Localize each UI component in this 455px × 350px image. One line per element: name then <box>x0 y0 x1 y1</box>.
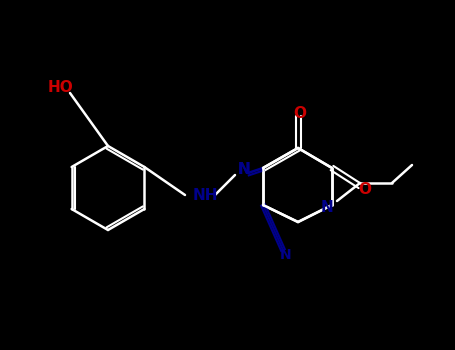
Text: N: N <box>280 248 292 262</box>
Text: N: N <box>238 162 251 177</box>
Text: N: N <box>238 162 251 177</box>
Text: NH: NH <box>193 189 218 203</box>
Text: O: O <box>293 105 307 120</box>
Text: HO: HO <box>48 80 74 96</box>
Text: O: O <box>359 182 371 196</box>
Text: N: N <box>321 199 334 215</box>
